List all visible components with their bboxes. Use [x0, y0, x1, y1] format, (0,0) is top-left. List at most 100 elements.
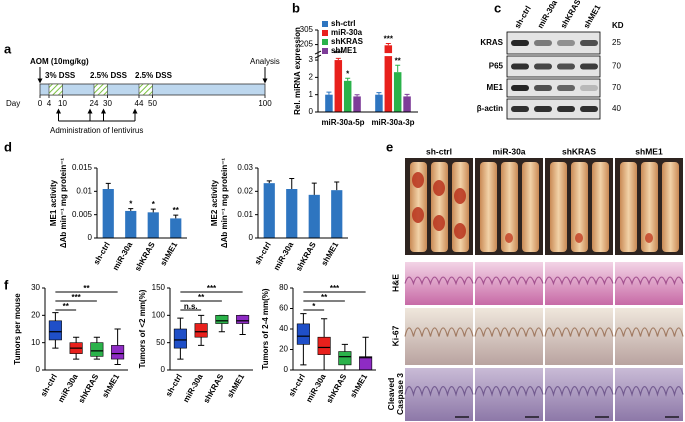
colon: [522, 162, 539, 252]
y-axis-label: Rel. miRNA expression: [293, 27, 302, 115]
box: [236, 315, 250, 324]
error-bar: [128, 208, 134, 211]
y-tick-label: 0: [161, 365, 166, 374]
bar: [375, 94, 383, 112]
y-tick-label: 40: [279, 324, 288, 333]
tissue: [544, 327, 614, 337]
bar: [147, 212, 159, 238]
stain-label: H&E: [390, 274, 400, 292]
bar: [125, 210, 137, 238]
tumor: [412, 207, 424, 223]
bar: [353, 96, 361, 112]
significance: ***: [207, 284, 217, 293]
panel-label: e: [386, 139, 393, 154]
significance: ***: [71, 293, 81, 302]
tumor: [412, 172, 424, 188]
y-tick-label: 0: [249, 233, 254, 242]
significance: **: [395, 56, 402, 65]
band: [534, 40, 552, 46]
y-tick-label: 0.03: [237, 163, 253, 172]
significance: ***: [330, 284, 340, 293]
significance: ***: [384, 35, 394, 44]
error-bar: [404, 93, 410, 97]
y-axis-label: ME1 activity: [49, 179, 58, 226]
y-axis-label: ME2 activity: [210, 179, 219, 226]
y-tick-label: 1: [309, 90, 314, 99]
bar: [384, 45, 393, 112]
significance: n.s.: [184, 302, 198, 311]
x-tick-label: sh-ctrl: [164, 373, 184, 399]
row-label: β-actin: [477, 104, 503, 113]
bar: [263, 183, 275, 238]
x-tick-label: shKRAS: [325, 372, 349, 405]
x-tick-label: miR-30a-3p: [371, 118, 414, 127]
bar: [102, 189, 114, 238]
legend-swatch: [322, 48, 328, 54]
bar: [308, 194, 320, 238]
error-bar: [334, 181, 340, 191]
significance: **: [63, 302, 70, 311]
x-tick-label: sh-ctrl: [39, 373, 59, 399]
x-tick-label: shME1: [159, 240, 180, 267]
panel-label: a: [4, 41, 12, 56]
tissue: [404, 385, 474, 397]
x-tick-label: shME1: [225, 372, 246, 399]
box: [90, 342, 104, 357]
significance: *: [312, 302, 316, 311]
y-tick-label: 0: [36, 365, 41, 374]
error-bar: [395, 64, 401, 73]
y-axis-label: ΔAb min⁻¹ mg protein⁻¹: [59, 158, 68, 249]
bar: [170, 218, 182, 238]
band: [557, 106, 575, 112]
blot-row: [506, 98, 601, 120]
error-bar: [345, 77, 351, 81]
y-tick-label: 0.015: [72, 163, 93, 172]
bar: [393, 72, 402, 112]
colon: [592, 162, 609, 252]
significance: **: [321, 293, 328, 302]
blot-row: [506, 55, 601, 78]
size-label: 40: [612, 104, 621, 113]
tumor: [433, 215, 445, 231]
y-tick-label: 3: [309, 55, 314, 64]
band: [534, 85, 552, 91]
legend-label: miR-30a: [331, 28, 363, 37]
panel-label: c: [494, 0, 501, 15]
y-tick-label: 20: [31, 310, 40, 319]
x-tick-label: shME1: [100, 372, 121, 399]
tumor: [645, 233, 653, 243]
box: [317, 336, 331, 355]
day-label: 44: [135, 99, 144, 108]
day-label: 4: [47, 99, 52, 108]
lane-label: shME1: [582, 3, 603, 30]
tissue: [544, 276, 614, 286]
dss-label: 2.5% DSS: [90, 71, 128, 80]
panel-label: f: [4, 277, 9, 292]
tumor: [454, 223, 466, 239]
analysis-label: Analysis: [250, 57, 280, 66]
y-tick-label: 100: [152, 310, 166, 319]
blot-row: [506, 78, 601, 98]
band: [557, 40, 575, 46]
y-axis-label: ΔAb min⁻¹ mg protein⁻¹: [220, 158, 229, 249]
tissue: [544, 385, 614, 397]
colon: [431, 162, 448, 252]
box: [111, 345, 125, 360]
x-tick-label: shKRAS: [202, 372, 226, 405]
y-tick-label: 150: [152, 283, 166, 292]
y-tick-label: 305: [300, 25, 314, 34]
colon: [550, 162, 567, 252]
x-tick-label: miR-30a: [111, 240, 135, 272]
dss-period: [48, 83, 63, 96]
legend-swatch: [322, 30, 328, 36]
dss-period: [93, 83, 108, 96]
band: [580, 85, 598, 91]
y-tick-label: 0.01: [237, 210, 253, 219]
y-tick-label: 10: [31, 338, 40, 347]
legend-label: shKRAS: [331, 37, 364, 46]
significance: *: [152, 200, 156, 209]
lentivirus-label: Administration of lentivirus: [50, 126, 143, 135]
stain-label: Ki-67: [390, 325, 400, 346]
legend-swatch: [322, 39, 328, 45]
